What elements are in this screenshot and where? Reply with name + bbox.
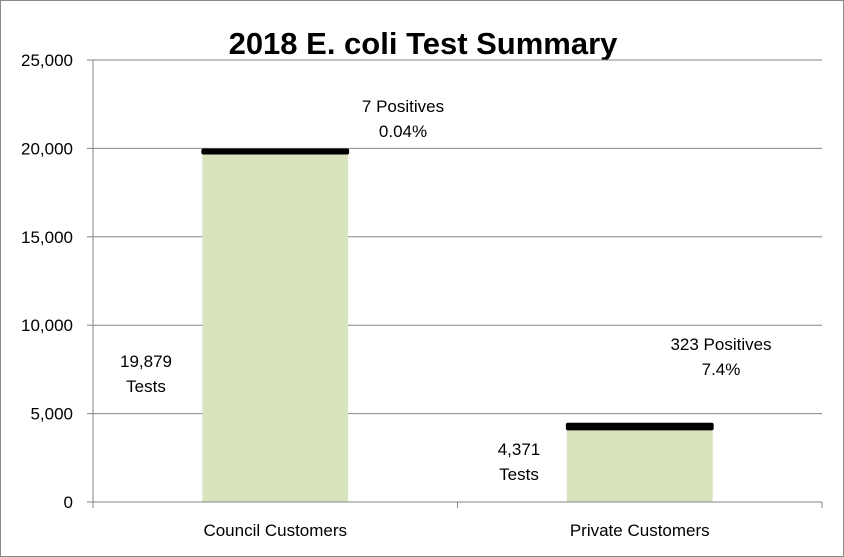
private-percent-label: 7.4% <box>702 360 741 379</box>
category-label: Council Customers <box>203 521 347 540</box>
category-label: Private Customers <box>570 521 710 540</box>
y-tick-label: 15,000 <box>21 228 73 247</box>
private-positives-label: 323 Positives <box>670 335 771 354</box>
bar-tests <box>566 424 713 502</box>
private-tests-value-label: 4,371 <box>498 440 541 459</box>
bars <box>201 148 714 502</box>
council-tests-word-label: Tests <box>126 377 166 396</box>
bar-positives <box>201 148 350 155</box>
y-tick-label: 5,000 <box>30 405 73 424</box>
private-tests-word-label: Tests <box>499 465 539 484</box>
chart-title: 2018 E. coli Test Summary <box>229 26 619 61</box>
bar-tests <box>202 150 349 502</box>
y-tick-label: 25,000 <box>21 51 73 70</box>
y-tick-label: 10,000 <box>21 316 73 335</box>
council-positives-label: 7 Positives <box>362 97 444 116</box>
category-labels: Council Customers Private Customers <box>203 521 709 540</box>
y-tick-label: 0 <box>64 493 73 512</box>
axes <box>92 60 823 508</box>
council-percent-label: 0.04% <box>379 122 427 141</box>
y-tick-label: 20,000 <box>21 139 73 158</box>
bar-positives <box>565 422 714 431</box>
council-tests-value-label: 19,879 <box>120 352 172 371</box>
y-axis-ticks: 0 5,000 10,000 15,000 20,000 25,000 <box>21 51 93 512</box>
